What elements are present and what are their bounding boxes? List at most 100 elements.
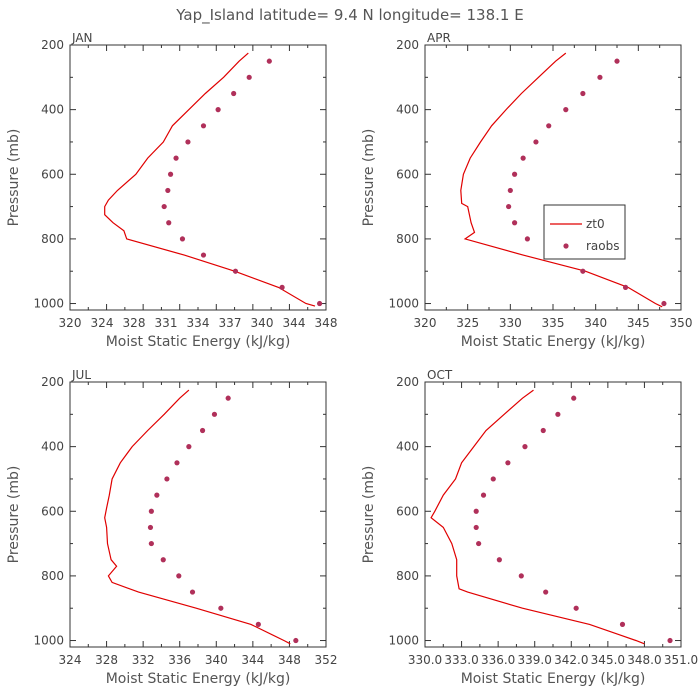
x-axis-label: Moist Static Energy (kJ/kg) <box>106 334 291 350</box>
x-axis-label: Moist Static Energy (kJ/kg) <box>106 671 291 687</box>
y-tick-label: 800 <box>41 232 64 246</box>
point-raobs <box>580 90 586 97</box>
point-raobs <box>543 589 549 595</box>
point-raobs <box>279 284 285 290</box>
point-raobs <box>189 589 196 595</box>
x-tick-label: 348.0 <box>627 653 661 667</box>
point-raobs <box>218 605 224 611</box>
panel-apr: APR 200 400 600 800 1000 320 325 330 335 340 345 350… <box>361 31 692 350</box>
legend-label-zt0: zt0 <box>586 217 605 231</box>
x-tick-label: 344 <box>241 653 264 667</box>
point-raobs <box>597 74 603 80</box>
point-raobs <box>200 123 207 129</box>
x-tick-label: 324 <box>91 316 114 330</box>
point-raobs <box>148 508 154 514</box>
point-raobs <box>524 236 531 242</box>
point-raobs <box>160 557 166 563</box>
x-tick-label: 330.0 <box>408 653 442 667</box>
y-tick-label: 200 <box>41 38 64 52</box>
x-tick-label: 320 <box>59 316 82 330</box>
x-tick-label: 334 <box>187 316 210 330</box>
point-raobs <box>518 573 524 579</box>
point-raobs <box>505 460 511 466</box>
point-raobs <box>148 540 154 547</box>
point-raobs <box>231 90 237 97</box>
point-raobs <box>496 557 502 563</box>
point-raobs <box>622 284 629 290</box>
point-raobs <box>619 621 626 627</box>
x-tick-label: 328 <box>123 316 146 330</box>
x-tick-label: 336 <box>168 653 191 667</box>
series-line-zt0 <box>104 52 316 307</box>
panel-jan: JAN 200 400 600 800 1000 320 324 328 331 334 337 340… <box>6 31 337 350</box>
point-raobs <box>225 395 231 401</box>
y-tick-label: 400 <box>396 440 419 454</box>
point-raobs <box>520 155 526 161</box>
point-raobs <box>533 139 539 145</box>
point-raobs <box>522 444 528 450</box>
x-tick-label: 340 <box>584 316 607 330</box>
point-raobs <box>185 139 191 145</box>
point-raobs <box>661 300 667 307</box>
point-raobs <box>232 268 239 274</box>
y-tick-label: 200 <box>396 375 419 389</box>
series-line-zt0 <box>430 389 645 645</box>
y-tick-label: 200 <box>41 375 64 389</box>
y-tick-label: 600 <box>41 167 64 181</box>
y-tick-label: 1000 <box>33 634 64 648</box>
x-tick-label: 332 <box>132 653 155 667</box>
point-raobs <box>476 540 482 547</box>
point-raobs <box>164 476 170 482</box>
point-raobs <box>540 427 546 434</box>
x-tick-label: 324 <box>59 653 82 667</box>
point-raobs <box>580 268 586 274</box>
point-raobs <box>186 444 192 450</box>
point-raobs <box>166 220 172 226</box>
x-tick-label: 352 <box>315 653 338 667</box>
point-raobs <box>211 411 218 417</box>
y-tick-label: 1000 <box>388 634 419 648</box>
legend-label-raobs: raobs <box>586 239 620 253</box>
x-tick-label: 333.0 <box>444 653 478 667</box>
x-tick-label: 345.0 <box>591 653 625 667</box>
point-raobs <box>199 427 206 434</box>
point-raobs <box>246 74 252 80</box>
x-tick-label: 348 <box>278 653 301 667</box>
point-raobs <box>490 476 496 482</box>
x-tick-label: 335 <box>542 316 565 330</box>
point-raobs <box>165 187 171 194</box>
y-tick-label: 800 <box>396 232 419 246</box>
point-raobs <box>563 107 569 113</box>
point-raobs <box>154 492 160 498</box>
legend-box <box>543 204 626 260</box>
y-tick-label: 400 <box>41 103 64 117</box>
x-tick-label: 337 <box>219 316 242 330</box>
point-raobs <box>573 605 579 611</box>
panel-label-apr: APR <box>427 31 451 45</box>
y-axis-label: Pressure (mb) <box>361 466 377 564</box>
point-raobs <box>555 411 561 417</box>
point-raobs <box>293 637 299 644</box>
x-tick-label: 339.0 <box>518 653 552 667</box>
y-axis-label: Pressure (mb) <box>6 129 22 227</box>
x-tick-label: 320 <box>414 316 437 330</box>
point-raobs <box>546 123 552 129</box>
point-raobs <box>255 621 261 627</box>
point-raobs <box>173 155 179 161</box>
y-tick-label: 400 <box>396 103 419 117</box>
y-tick-label: 800 <box>396 569 419 583</box>
y-tick-label: 1000 <box>388 297 419 311</box>
x-tick-label: 340 <box>205 653 228 667</box>
point-raobs <box>161 203 167 210</box>
x-tick-label: 336.0 <box>481 653 515 667</box>
y-axis-label: Pressure (mb) <box>361 129 377 227</box>
legend: zt0 raobs <box>543 204 626 260</box>
panels: JAN 200 400 600 800 1000 320 324 328 331 334 337 340… <box>6 31 698 687</box>
series-line-zt0 <box>104 389 291 645</box>
point-raobs <box>511 171 518 177</box>
y-tick-label: 800 <box>41 569 64 583</box>
point-raobs <box>215 107 221 113</box>
point-raobs <box>200 252 207 258</box>
point-raobs <box>167 171 174 177</box>
point-raobs <box>317 300 323 307</box>
